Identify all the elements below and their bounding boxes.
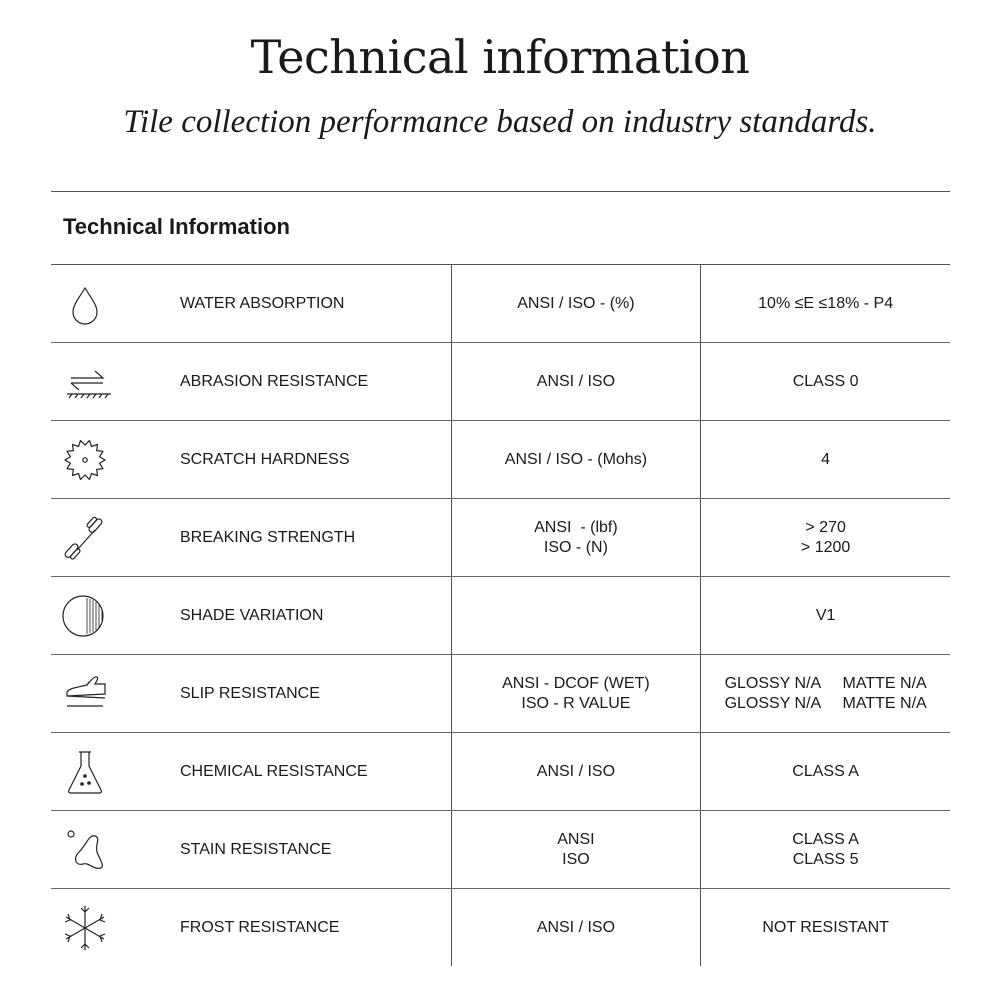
standard-cell: ANSI - (lbf) ISO - (N)	[450, 499, 701, 576]
property-label: FROST RESISTANCE	[180, 918, 340, 936]
page-title: Technical information	[250, 30, 750, 84]
value-cell: 4	[700, 421, 950, 498]
standard-cell: ANSI - DCOF (WET) ISO - R VALUE	[450, 655, 701, 732]
property-label: BREAKING STRENGTH	[180, 528, 356, 546]
value-cell: 10% ≤E ≤18% - P4	[700, 265, 950, 342]
dumbbell-icon	[64, 516, 103, 560]
property-cell: CHEMICAL RESISTANCE	[51, 733, 451, 810]
table-heading: Technical Information	[51, 192, 950, 265]
table-row: BREAKING STRENGTH ANSI - (lbf) ISO - (N) > …	[51, 499, 950, 577]
standard-line: ANSI - (lbf)	[534, 518, 618, 536]
property-label: SLIP RESISTANCE	[180, 684, 320, 702]
value-line: > 270	[805, 518, 846, 536]
standard-line: ISO - (N)	[543, 538, 608, 556]
standard-line: ANSI / ISO	[536, 372, 616, 390]
standard-line: ISO - R VALUE	[521, 694, 631, 712]
value-cell: V1	[700, 577, 950, 654]
standard-cell: ANSI / ISO	[450, 733, 701, 810]
value-line: CLASS A	[792, 830, 859, 848]
snowflake-icon	[64, 906, 106, 950]
standard-line: ANSI / ISO	[536, 762, 616, 780]
value-line: CLASS 0	[792, 372, 859, 390]
property-cell: WATER ABSORPTION	[51, 265, 451, 342]
value-cell: NOT RESISTANT	[700, 889, 950, 966]
value-line: > 1200	[800, 538, 851, 556]
value-line: 4	[821, 450, 831, 468]
table-row: SCRATCH HARDNESS ANSI / ISO - (Mohs) 4	[51, 421, 950, 499]
shade-circle-icon	[62, 595, 104, 637]
standard-cell: ANSI / ISO - (Mohs)	[450, 421, 701, 498]
property-label: WATER ABSORPTION	[180, 294, 345, 312]
value-cell: CLASS A	[700, 733, 950, 810]
standard-cell: ANSI / ISO	[450, 343, 701, 420]
shoe-icon	[66, 676, 106, 707]
value-cell: > 270 > 1200	[700, 499, 950, 576]
standard-line: ISO	[562, 850, 590, 868]
value-cell: CLASS 0	[700, 343, 950, 420]
stain-icon	[67, 830, 103, 869]
value-line: GLOSSY N/A MATTE N/A	[724, 694, 927, 712]
standard-cell	[450, 577, 701, 654]
standard-line: ANSI / ISO - (%)	[517, 294, 635, 312]
property-label: SHADE VARIATION	[180, 606, 324, 624]
abrasion-icon	[67, 370, 111, 399]
value-line: V1	[815, 606, 836, 624]
property-cell: FROST RESISTANCE	[51, 889, 451, 966]
standard-line: ANSI - DCOF (WET)	[502, 674, 650, 692]
table-row: CHEMICAL RESISTANCE ANSI / ISO CLASS A	[51, 733, 950, 811]
value-line: CLASS 5	[792, 850, 859, 868]
property-label: ABRASION RESISTANCE	[180, 372, 369, 390]
standard-cell: ANSI / ISO	[450, 889, 701, 966]
table-row: STAIN RESISTANCE ANSI ISO CLASS A CLASS 5	[51, 811, 950, 889]
gear-icon	[64, 439, 106, 481]
property-label: CHEMICAL RESISTANCE	[180, 762, 368, 780]
property-label: STAIN RESISTANCE	[180, 840, 332, 858]
property-label: SCRATCH HARDNESS	[180, 450, 350, 468]
value-line: 10% ≤E ≤18% - P4	[758, 294, 894, 312]
standard-cell: ANSI / ISO - (%)	[450, 265, 701, 342]
technical-table: Technical Information WATER ABSORPTION AN…	[51, 191, 950, 966]
standard-line: ANSI / ISO - (Mohs)	[504, 450, 648, 468]
value-line: GLOSSY N/A MATTE N/A	[724, 674, 927, 692]
standard-cell: ANSI ISO	[450, 811, 701, 888]
property-cell: SLIP RESISTANCE	[51, 655, 451, 732]
flask-icon	[68, 751, 102, 794]
value-cell: CLASS A CLASS 5	[700, 811, 950, 888]
property-cell: BREAKING STRENGTH	[51, 499, 451, 576]
table-row: FROST RESISTANCE ANSI / ISO NOT RESISTANT	[51, 889, 950, 966]
table-row: ABRASION RESISTANCE ANSI / ISO CLASS 0	[51, 343, 950, 421]
table-row: SHADE VARIATION V1	[51, 577, 950, 655]
value-line: NOT RESISTANT	[762, 918, 889, 936]
table-row: WATER ABSORPTION ANSI / ISO - (%) 10% ≤E ≤…	[51, 265, 950, 343]
value-cell: GLOSSY N/A MATTE N/A GLOSSY N/A MATTE N/A	[700, 655, 950, 732]
standard-line: ANSI	[557, 830, 595, 848]
table-row: SLIP RESISTANCE ANSI - DCOF (WET) ISO - R …	[51, 655, 950, 733]
property-cell: ABRASION RESISTANCE	[51, 343, 451, 420]
page-subtitle: Tile collection performance based on ind…	[123, 104, 877, 140]
property-cell: SHADE VARIATION	[51, 577, 451, 654]
value-line: CLASS A	[792, 762, 859, 780]
property-cell: SCRATCH HARDNESS	[51, 421, 451, 498]
property-cell: STAIN RESISTANCE	[51, 811, 451, 888]
water-drop-icon	[72, 286, 98, 325]
standard-line: ANSI / ISO	[536, 918, 616, 936]
